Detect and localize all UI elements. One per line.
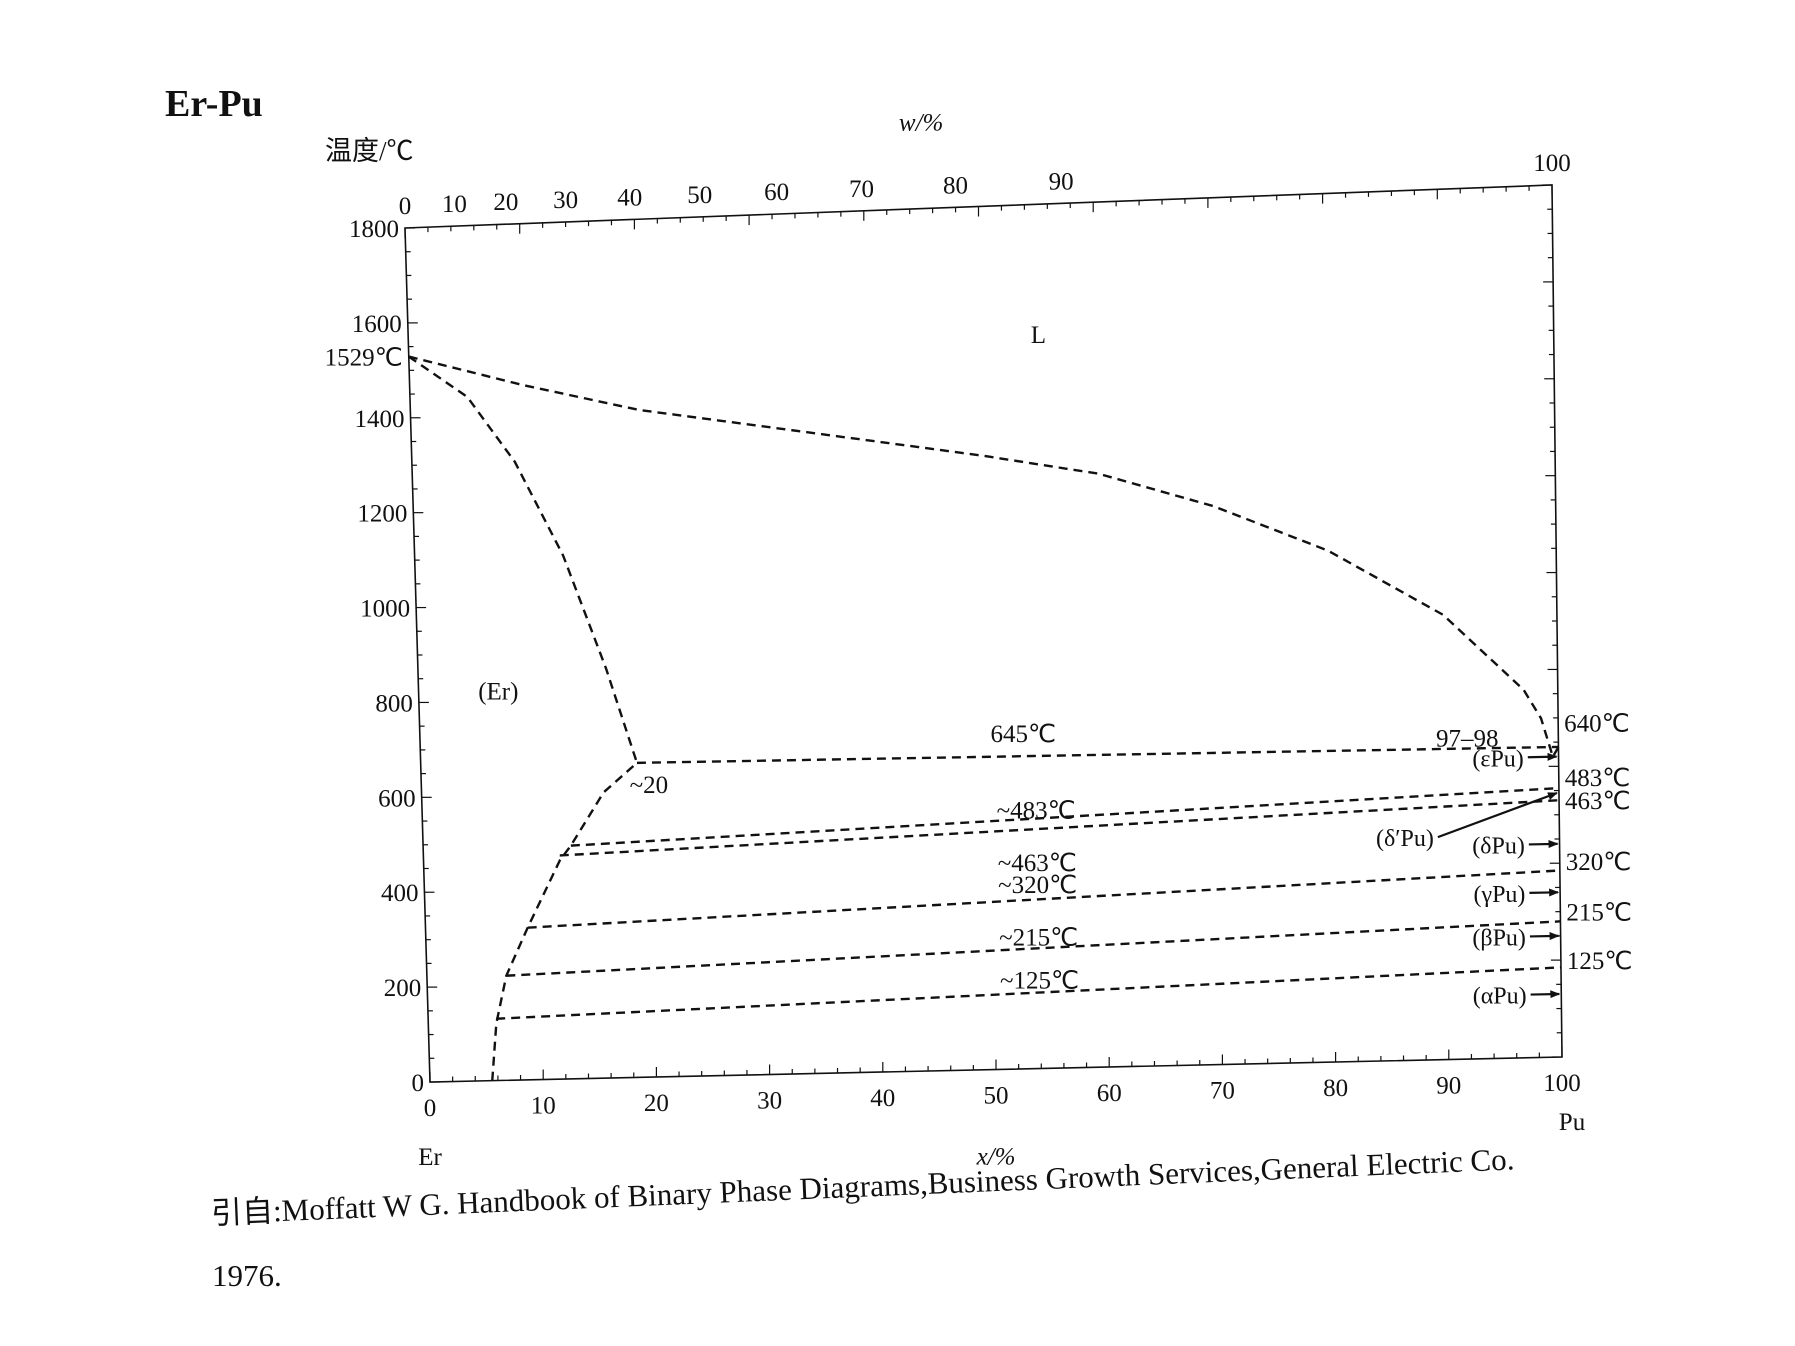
phase-arrow-label: (εPu) xyxy=(1472,746,1523,772)
y-tick-label: 600 xyxy=(378,785,416,812)
chart-annotation: ~125℃ xyxy=(1000,968,1079,995)
chart-annotation: 640℃ xyxy=(1564,711,1630,738)
phase-boundary-line xyxy=(408,355,1560,760)
x-tick-label: 20 xyxy=(644,1090,669,1117)
x-tick-label: 50 xyxy=(984,1083,1009,1110)
x2-axis-label: w/% xyxy=(899,110,943,137)
annotations-group: (εPu) (δ′Pu) (δPu) (γPu) (βPu) (αPu) L (Er) 1529… xyxy=(325,322,1633,1010)
phase-arrow xyxy=(1529,932,1560,941)
y-tick-label: 1200 xyxy=(357,501,407,528)
x2-tick-label: 40 xyxy=(617,185,642,212)
chart-annotation: ~320℃ xyxy=(998,872,1077,899)
chart-annotation: (Er) xyxy=(478,679,518,706)
x2-tick-label: 60 xyxy=(764,179,789,206)
chart-annotation: 483℃ xyxy=(1565,765,1631,792)
phase-arrow xyxy=(1437,791,1558,839)
chart-annotation: 320℃ xyxy=(1566,849,1632,876)
axes-group: 0 10 20 30 40 50 60 70 80 90 1000 10 20 30 40 50 60 70 80 9… xyxy=(325,110,1586,1171)
phase-arrow xyxy=(1529,888,1560,897)
chart-annotation: ~483℃ xyxy=(997,797,1076,824)
y-tick-label: 800 xyxy=(375,690,413,717)
x2-tick-label: 10 xyxy=(442,191,467,218)
citation-year: 1976. xyxy=(212,1258,282,1293)
phase-arrow-label: (δPu) xyxy=(1472,833,1525,859)
phase-arrow-label: (βPu) xyxy=(1472,925,1526,951)
phase-arrow xyxy=(1527,752,1558,761)
x-tick-label: 100 xyxy=(1543,1070,1581,1097)
chart-annotation: 645℃ xyxy=(991,721,1057,748)
phase-boundary-line xyxy=(527,869,1560,929)
x2-tick-label: 80 xyxy=(943,172,968,199)
chart-annotation: 1529℃ xyxy=(325,345,403,372)
x-tick-label: 30 xyxy=(757,1088,782,1115)
x-tick-label: 0 xyxy=(424,1095,437,1122)
phase-boundary-line xyxy=(408,355,639,764)
phase-arrow-label: (δ′Pu) xyxy=(1376,826,1434,852)
x-tick-label: 10 xyxy=(531,1093,556,1120)
chart-annotation: 97–98 xyxy=(1436,725,1499,752)
plot-frame xyxy=(404,184,1563,1083)
y-tick-label: 1400 xyxy=(355,406,405,433)
end-label-right: Pu xyxy=(1559,1109,1586,1136)
x2-tick-label: 30 xyxy=(553,187,578,214)
y-tick-label: 0 xyxy=(412,1070,425,1097)
phase-boundaries xyxy=(408,355,1562,1081)
phase-boundary-line xyxy=(506,920,1561,977)
phase-arrow-label: (γPu) xyxy=(1473,882,1525,908)
phase-arrow xyxy=(1528,840,1559,849)
x-tick-label: 80 xyxy=(1323,1075,1348,1102)
x2-tick-label: 90 xyxy=(1049,168,1074,195)
chart-annotation: 125℃ xyxy=(1567,948,1633,975)
chart-annotation: 463℃ xyxy=(1565,788,1631,815)
x2-tick-label: 50 xyxy=(687,182,712,209)
chart-annotation: ~215℃ xyxy=(999,925,1078,952)
y-tick-label: 1600 xyxy=(352,311,402,338)
y-tick-label: 200 xyxy=(384,975,422,1002)
x2-tick-label: 0 xyxy=(399,193,412,220)
phase-arrow xyxy=(1530,990,1561,999)
y-tick-label: 1800 xyxy=(349,216,399,243)
x-tick-label: 40 xyxy=(870,1085,895,1112)
chart-annotation: ~463℃ xyxy=(998,850,1077,877)
x-axis-label: x/% xyxy=(976,1144,1016,1171)
phase-boundary-line xyxy=(491,761,638,1081)
phase-boundary-line xyxy=(496,966,1562,1020)
figure-title: Er-Pu xyxy=(165,83,263,125)
x-tick-label: 60 xyxy=(1097,1080,1122,1107)
chart-annotation: ~20 xyxy=(630,772,669,799)
end-label-left: Er xyxy=(418,1144,442,1171)
phase-arrow-label: (αPu) xyxy=(1473,984,1527,1010)
phase-boundary-line xyxy=(559,799,1560,857)
y-tick-label: 1000 xyxy=(360,596,410,623)
x2-tick-label: 100 xyxy=(1533,150,1571,177)
x2-tick-label: 20 xyxy=(493,189,518,216)
y-axis-label: 温度/℃ xyxy=(325,136,414,166)
y-tick-label: 400 xyxy=(381,880,419,907)
x-tick-label: 90 xyxy=(1436,1073,1461,1100)
x2-tick-label: 70 xyxy=(849,176,874,203)
chart-annotation: 215℃ xyxy=(1566,900,1632,927)
x-tick-label: 70 xyxy=(1210,1078,1235,1105)
chart-annotation: L xyxy=(1031,322,1046,349)
phase-boundary-line xyxy=(636,745,1559,765)
